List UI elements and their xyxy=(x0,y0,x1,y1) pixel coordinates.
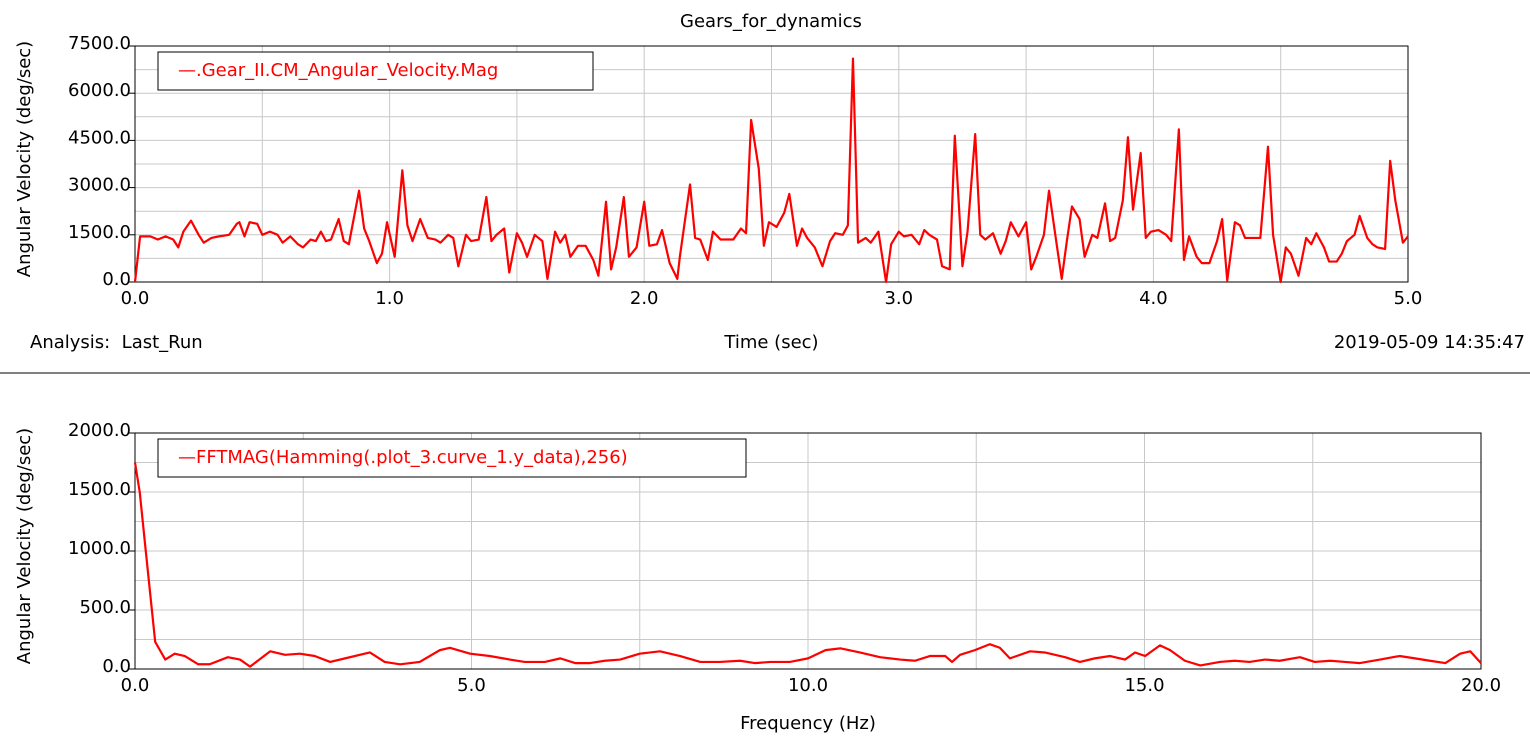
legend-label: —FFTMAG(Hamming(.plot_3.curve_1.y_data),… xyxy=(178,447,628,468)
legend-label: —.Gear_II.CM_Angular_Velocity.Mag xyxy=(178,60,498,81)
x-tick-label: 3.0 xyxy=(884,288,913,309)
x-tick-label: 5.0 xyxy=(457,675,486,696)
plot-frame xyxy=(134,432,1482,670)
chart-title: Gears_for_dynamics xyxy=(680,11,862,32)
plot-frame xyxy=(134,45,1409,283)
data-line xyxy=(133,462,1482,668)
y-tick-label: 0.0 xyxy=(102,269,131,290)
x-tick-label: 0.0 xyxy=(121,288,150,309)
y-tick-label: 7500.0 xyxy=(68,33,131,54)
x-tick-label: 2.0 xyxy=(630,288,659,309)
y-tick-label: 3000.0 xyxy=(68,175,131,196)
y-axis-label: Angular Velocity (deg/sec) xyxy=(14,428,35,664)
x-tick-label: 15.0 xyxy=(1124,675,1164,696)
y-tick-label: 0.0 xyxy=(102,656,131,677)
analysis-label: Analysis: Last_Run xyxy=(30,332,203,353)
x-tick-label: 0.0 xyxy=(121,675,150,696)
y-tick-label: 6000.0 xyxy=(68,80,131,101)
plot-lines xyxy=(133,57,1409,284)
x-axis-label: Time (sec) xyxy=(723,332,818,353)
data-line xyxy=(133,57,1409,284)
y-tick-label: 2000.0 xyxy=(68,420,131,441)
x-tick-label: 10.0 xyxy=(788,675,828,696)
plot-lines xyxy=(133,462,1482,668)
x-axis-label: Frequency (Hz) xyxy=(740,713,876,734)
timestamp: 2019-05-09 14:35:47 xyxy=(1334,332,1525,353)
x-tick-label: 4.0 xyxy=(1139,288,1168,309)
y-tick-label: 4500.0 xyxy=(68,127,131,148)
x-tick-label: 5.0 xyxy=(1394,288,1423,309)
y-tick-label: 1500.0 xyxy=(68,479,131,500)
y-tick-label: 1000.0 xyxy=(68,538,131,559)
legend-box xyxy=(157,51,594,91)
legend-box xyxy=(157,438,747,478)
y-axis-label: Angular Velocity (deg/sec) xyxy=(14,41,35,277)
y-tick-label: 500.0 xyxy=(79,597,131,618)
y-tick-label: 1500.0 xyxy=(68,222,131,243)
x-tick-label: 20.0 xyxy=(1461,675,1501,696)
x-tick-label: 1.0 xyxy=(375,288,404,309)
